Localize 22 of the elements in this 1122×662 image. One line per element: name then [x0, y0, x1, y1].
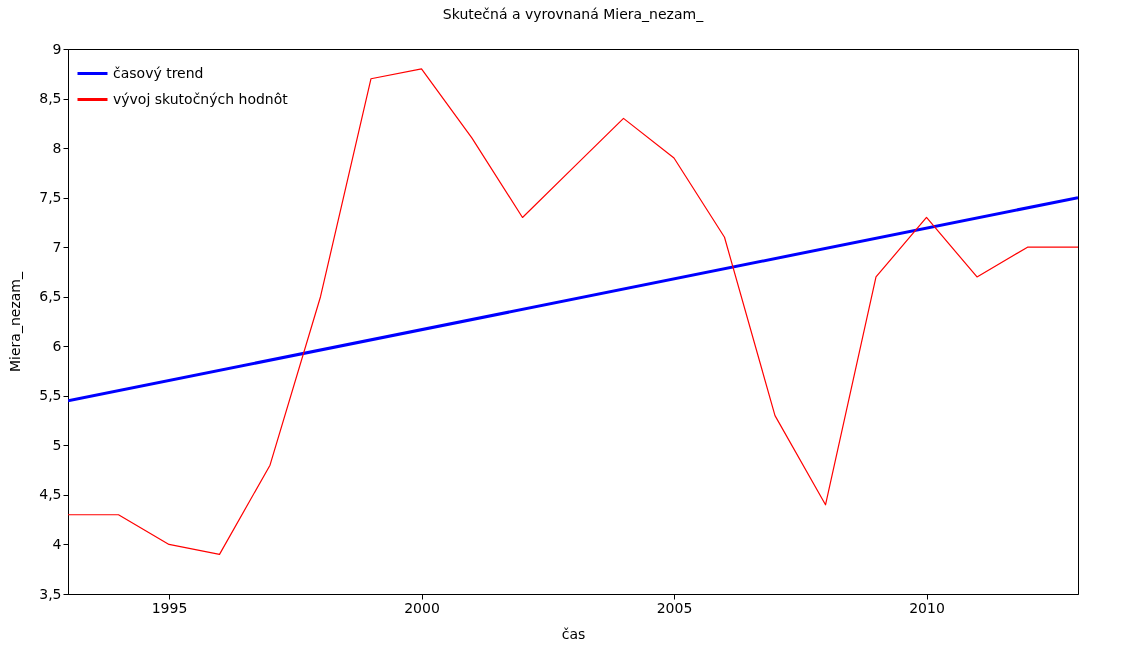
y-tick-label: 6: [52, 337, 62, 354]
x-axis-title: čas: [561, 625, 586, 642]
y-tick-label: 8: [52, 139, 62, 156]
legend-label: vývoj skutočných hodnôt: [113, 90, 289, 107]
y-tick-label: 9: [52, 40, 62, 57]
x-tick-label: 2010: [909, 599, 945, 616]
y-tick-label: 6,5: [39, 288, 62, 305]
y-tick-label: 7,5: [39, 189, 62, 206]
y-tick-label: 4: [52, 535, 62, 552]
y-tick-label: 4,5: [39, 486, 62, 503]
legend-label: časový trend: [113, 64, 204, 81]
x-tick-label: 1995: [151, 599, 188, 616]
line-series: [68, 68, 1078, 555]
y-tick-label: 7: [52, 238, 62, 255]
y-tick-label: 5,5: [39, 387, 62, 404]
y-axis-title: Miera_nezam_: [7, 271, 24, 372]
x-tick-label: 2000: [404, 599, 440, 616]
x-tick-label: 2005: [656, 599, 693, 616]
chart-title: Skutečná a vyrovnaná Miera_nezam_: [442, 6, 705, 22]
y-tick-label: 5: [52, 436, 62, 453]
y-tick-label: 3,5: [39, 585, 62, 602]
y-tick-label: 8,5: [39, 90, 62, 107]
